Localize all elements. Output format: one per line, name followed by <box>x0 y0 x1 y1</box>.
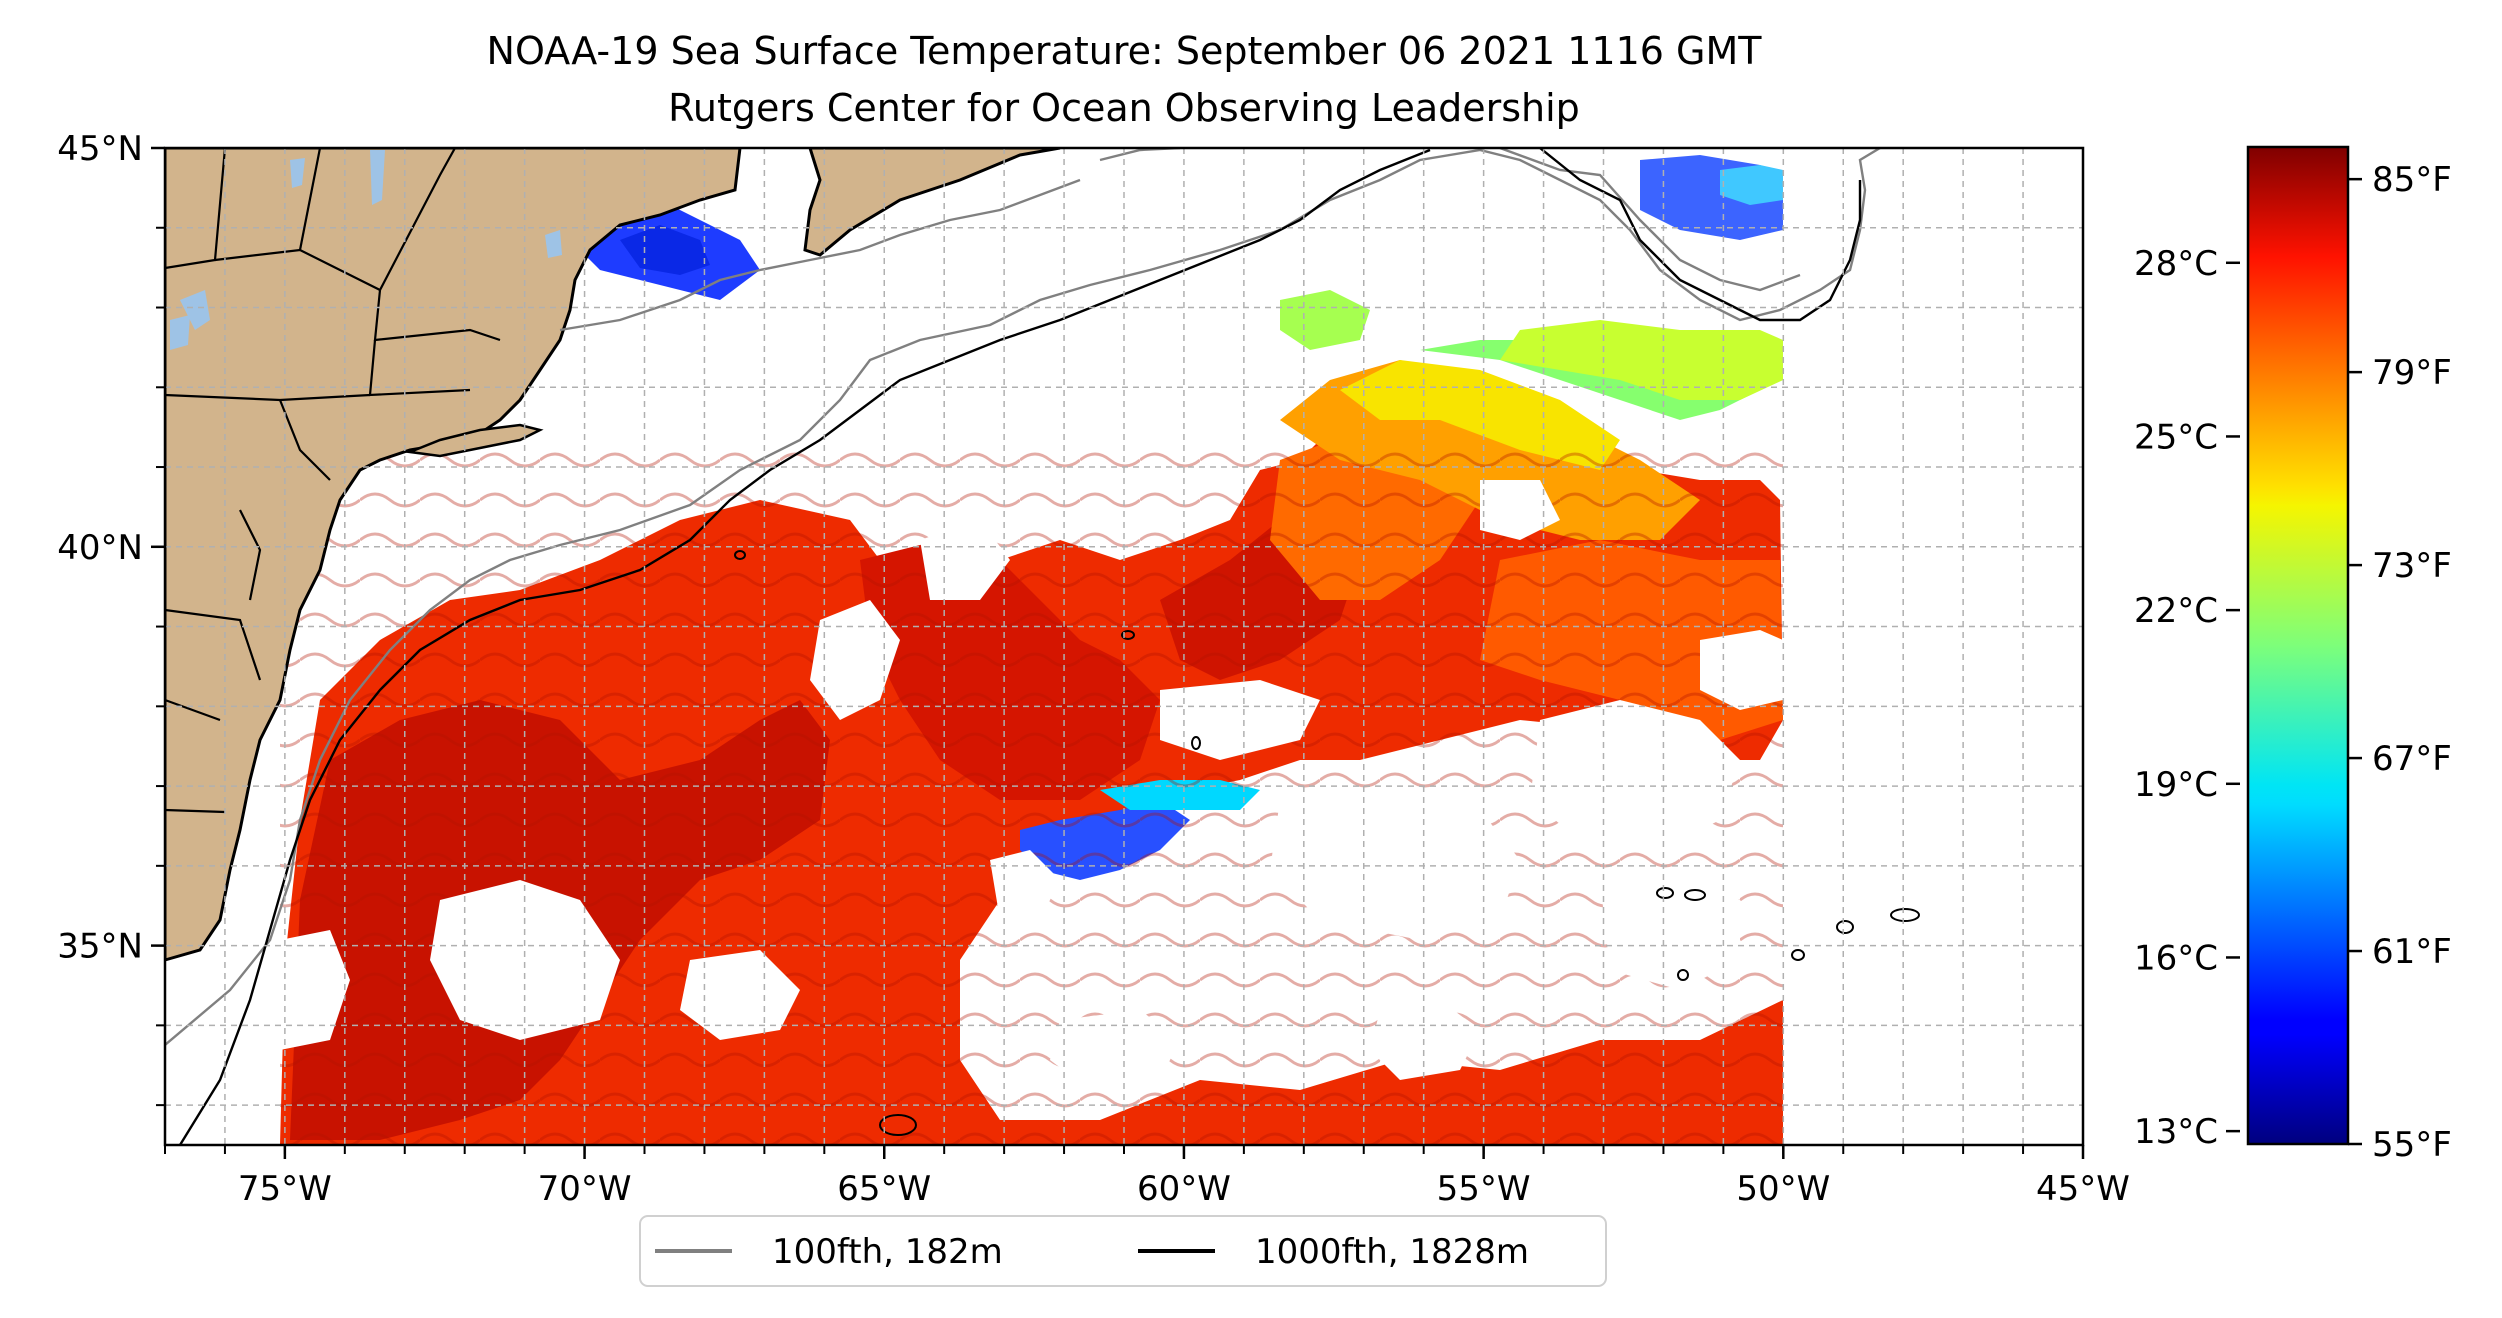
colorbar-f-label: 55°F <box>2372 1125 2452 1165</box>
land-north-america <box>165 148 742 962</box>
legend-box <box>639 1215 1607 1287</box>
colorbar-f-label: 73°F <box>2372 546 2452 586</box>
state-borders <box>165 148 501 814</box>
cloud-gaps <box>280 480 1783 1090</box>
colorbar-c-label: 28°C <box>2134 244 2218 284</box>
lake-3 <box>180 290 210 330</box>
chart-subtitle: Rutgers Center for Ocean Observing Leade… <box>668 86 1580 130</box>
sst-cyan-grand-banks <box>1720 165 1783 205</box>
colorbar-f-label: 67°F <box>2372 739 2452 779</box>
sst-green-patch-nw <box>1280 290 1370 350</box>
x-tick-label: 70°W <box>538 1169 632 1209</box>
land-long-island <box>405 423 544 458</box>
legend-label-1000fth: 1000fth, 1828m <box>1255 1232 1529 1272</box>
sst-yellow-green-patch <box>1500 320 1783 400</box>
lake-5 <box>545 230 562 258</box>
colorbar-c-label: 25°C <box>2134 417 2218 457</box>
legend-label-100fth: 100fth, 182m <box>772 1232 1003 1272</box>
x-tick-label: 45°W <box>2036 1169 2130 1209</box>
chart-title: NOAA-19 Sea Surface Temperature: Septemb… <box>487 29 1763 73</box>
map-panel: 75°W 70°W 65°W 60°W 55°W 50°W 45°W 45°N 40°N 35°N <box>57 129 2130 1209</box>
y-tick-label: 45°N <box>57 129 143 169</box>
colorbar-f-label: 79°F <box>2372 353 2452 393</box>
colorbar-gradient <box>2246 145 2350 1146</box>
y-tick-label: 35°N <box>57 927 143 967</box>
legend: 100fth, 182m 1000fth, 1828m <box>639 1215 1607 1287</box>
x-tick-label: 75°W <box>238 1169 332 1209</box>
colorbar-ticks: 85°F 79°F 73°F 67°F 61°F 55°F 28°C 25°C 22°C 19°C… <box>2134 160 2452 1165</box>
x-tick-label: 60°W <box>1137 1169 1231 1209</box>
colorbar-f-label: 61°F <box>2372 932 2452 972</box>
sst-blue-cold-maine-2 <box>620 225 710 275</box>
lake-4 <box>170 315 190 350</box>
x-tick-label: 65°W <box>837 1169 931 1209</box>
contour-100fth-inner <box>559 178 1081 332</box>
land-nova-scotia <box>803 148 1061 257</box>
colorbar-f-label: 85°F <box>2372 160 2452 200</box>
colorbar: 85°F 79°F 73°F 67°F 61°F 55°F 28°C 25°C 22°C 19°C… <box>2134 145 2452 1165</box>
contour-100fth <box>165 148 1881 1046</box>
contour-1000fth <box>178 148 1431 1145</box>
sst-layer <box>280 155 1783 1145</box>
colorbar-c-label: 19°C <box>2134 765 2218 805</box>
seamount-contours <box>734 550 1920 1136</box>
bathymetry-contours <box>165 148 1920 1145</box>
map-axis-ticks: 75°W 70°W 65°W 60°W 55°W 50°W 45°W 45°N 40°N 35°N <box>57 129 2130 1209</box>
land-mass <box>165 148 1061 962</box>
x-tick-label: 50°W <box>1736 1169 1830 1209</box>
lake-1 <box>370 150 385 205</box>
y-tick-label: 40°N <box>57 528 143 568</box>
x-tick-label: 55°W <box>1437 1169 1531 1209</box>
lake-2 <box>290 158 305 188</box>
contour-1000fth-canada <box>1539 148 1862 322</box>
colorbar-c-label: 13°C <box>2134 1112 2218 1152</box>
colorbar-c-label: 22°C <box>2134 591 2218 631</box>
gridlines <box>165 148 2083 1145</box>
colorbar-c-label: 16°C <box>2134 938 2218 978</box>
